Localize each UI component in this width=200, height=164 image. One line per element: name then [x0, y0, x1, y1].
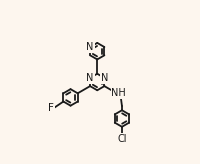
Text: F: F — [48, 103, 54, 113]
Text: N: N — [100, 73, 108, 83]
Text: Cl: Cl — [117, 134, 126, 144]
Text: N: N — [86, 73, 93, 83]
Text: N: N — [86, 42, 93, 52]
Text: NH: NH — [111, 88, 125, 98]
